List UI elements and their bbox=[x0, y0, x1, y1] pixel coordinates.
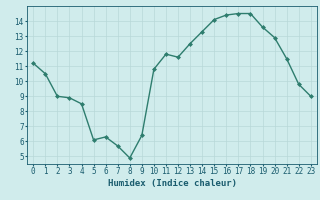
X-axis label: Humidex (Indice chaleur): Humidex (Indice chaleur) bbox=[108, 179, 236, 188]
